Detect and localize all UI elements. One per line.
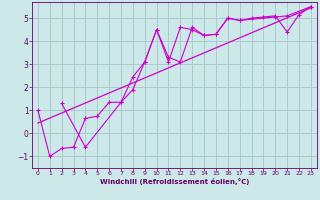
X-axis label: Windchill (Refroidissement éolien,°C): Windchill (Refroidissement éolien,°C) (100, 178, 249, 185)
